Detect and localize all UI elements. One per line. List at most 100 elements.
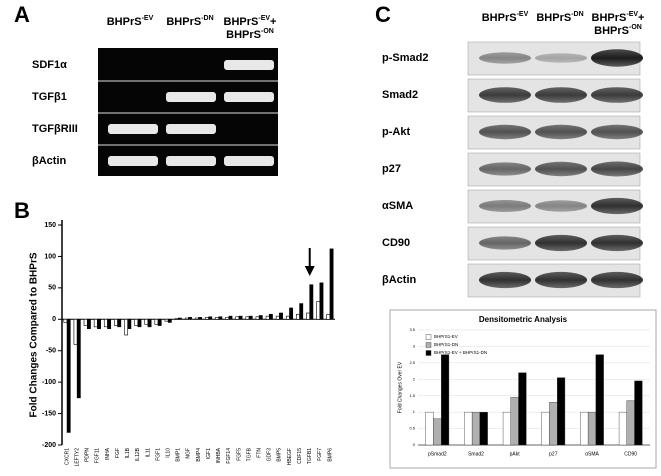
bar [198, 317, 203, 320]
header-part: BHPrS [592, 12, 627, 24]
y-tick-label: 1 [413, 409, 416, 414]
x-tick-label: CD90 [624, 451, 637, 457]
x-tick-label: INHA [105, 447, 111, 460]
blot-band [535, 87, 587, 103]
bar [425, 411, 434, 446]
bar [238, 315, 243, 320]
blot-band [479, 162, 531, 176]
row-label: βActin [382, 274, 416, 286]
y-tick-label: -100 [42, 379, 56, 386]
x-tick-label: IL10 [165, 448, 171, 458]
bar [208, 316, 213, 320]
bar [258, 315, 263, 320]
gel-band [224, 156, 274, 166]
x-tick-label: IL11 [145, 448, 151, 458]
legend-swatch [425, 350, 432, 356]
panel-letter: C [375, 2, 391, 27]
row-label: Smad2 [382, 89, 418, 101]
blot-band [479, 236, 531, 250]
bar [194, 317, 199, 320]
blot-band [479, 200, 531, 212]
y-axis-label: Fold Changes Over EV [397, 361, 403, 413]
row-label: CD90 [382, 237, 410, 249]
y-tick-label: 2 [413, 376, 416, 381]
legend-label: BHPrS1-EV + BHPrS1-DN [434, 350, 487, 355]
bar [289, 307, 294, 320]
header-part: -ON [261, 28, 274, 35]
header-part: + [638, 12, 644, 24]
bar [167, 318, 172, 323]
column-header: BHPrS-EV [107, 15, 154, 28]
blot-band [591, 124, 643, 140]
bar [83, 318, 88, 326]
y-tick-label: 2.5 [409, 360, 415, 365]
bar [127, 318, 132, 330]
legend-label: BHPrS1-DN [434, 342, 458, 347]
bar [441, 354, 450, 446]
bar [235, 316, 240, 320]
blot-band [535, 234, 587, 252]
header-part: BHPrS [224, 16, 259, 28]
bar [479, 411, 488, 446]
bar [177, 317, 182, 320]
blot-band [591, 271, 643, 289]
bar [549, 402, 558, 446]
bar [580, 411, 589, 446]
bar [587, 411, 597, 446]
bar [433, 418, 442, 446]
y-tick-label: 0 [413, 442, 416, 447]
x-tick-label: IL12B [135, 447, 141, 461]
x-tick-label: FGF1 [155, 448, 161, 461]
bar [255, 316, 260, 320]
x-tick-label: CXCR1 [64, 448, 70, 465]
header-part: BHPrS [226, 29, 261, 41]
x-tick-label: FTN [256, 448, 262, 458]
bar [518, 372, 527, 446]
y-tick-label: 0 [52, 316, 56, 323]
bar [618, 411, 627, 446]
header-part: -EV [142, 15, 154, 22]
x-tick-label: TGFB [246, 447, 252, 461]
x-tick-label: LEFTY2 [74, 448, 80, 467]
bar [299, 303, 304, 320]
bar [215, 317, 220, 320]
bar [76, 318, 81, 399]
blot-band [535, 200, 587, 212]
x-tick-label: FGF14 [226, 448, 232, 464]
bar [329, 248, 334, 320]
bar [228, 315, 233, 320]
x-tick-label: αSMA [585, 451, 599, 457]
x-tick-label: CDF15 [297, 448, 303, 464]
gel-band [166, 124, 216, 134]
bar [218, 316, 223, 320]
bar [188, 317, 192, 320]
bar [634, 380, 643, 446]
x-tick-label: pSmad2 [428, 451, 447, 457]
blot-band [479, 271, 531, 289]
bar [205, 317, 209, 320]
x-tick-label: pAkt [510, 451, 521, 457]
gel-band [166, 92, 216, 102]
y-tick-label: -150 [42, 410, 56, 417]
bar-chart: Fold Changes Compared to BHPrS -200 -150 -1… [29, 220, 335, 466]
blot-band [535, 124, 587, 140]
row-label: TGFβ1 [32, 91, 67, 103]
gel-band [224, 60, 274, 70]
blot-band [479, 52, 531, 64]
column-header: BHPrS-EV+ [592, 11, 645, 24]
bar [285, 315, 290, 320]
gel-band [108, 124, 158, 134]
gel-band [108, 156, 158, 166]
bar [63, 318, 68, 323]
x-tick-label: IL1B [125, 447, 131, 458]
x-tick-label: HBEGF [287, 448, 293, 465]
bar [265, 315, 270, 320]
header-part: -EV [258, 15, 270, 22]
y-tick-label: -200 [42, 442, 56, 449]
header-part: -EV [517, 11, 529, 18]
bar [93, 318, 98, 328]
bar [626, 400, 635, 446]
bar [147, 318, 152, 328]
bar [137, 318, 142, 328]
column-header: BHPrS-ON [226, 28, 274, 41]
